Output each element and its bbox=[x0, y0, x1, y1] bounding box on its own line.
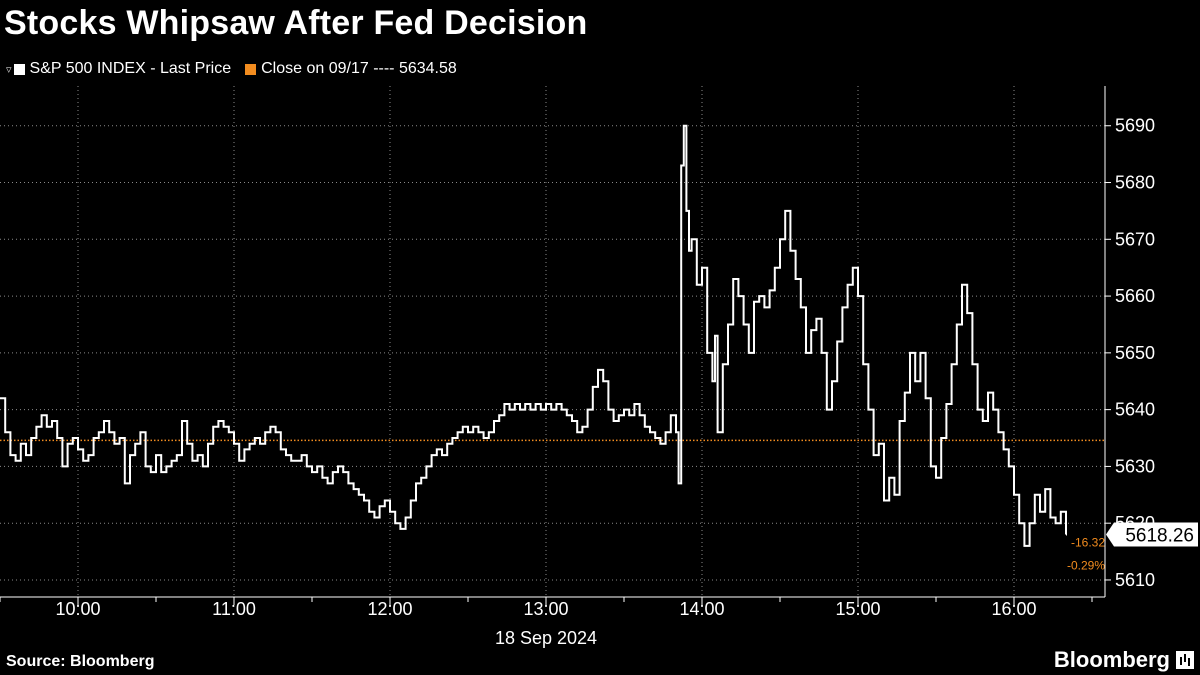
legend-swatch-close bbox=[245, 63, 257, 75]
x-tick-label: 16:00 bbox=[991, 599, 1036, 619]
series-line-sp500 bbox=[0, 124, 1067, 547]
legend-swatch-price bbox=[13, 63, 25, 75]
last-price-tag bbox=[1106, 522, 1198, 547]
source-note: Source: Bloomberg bbox=[6, 653, 155, 670]
brand-name: Bloomberg bbox=[1053, 647, 1170, 672]
y-tick-label: 5680 bbox=[1115, 173, 1155, 193]
y-tick-label: 5690 bbox=[1115, 116, 1155, 136]
legend-label-close: Close on 09/17 ---- 5634.58 bbox=[261, 60, 457, 77]
y-tick-label: 5610 bbox=[1115, 570, 1155, 590]
brand-logo: Bloomberg bbox=[1054, 647, 1194, 673]
x-tick-label: 12:00 bbox=[367, 599, 412, 619]
x-tick-label: 15:00 bbox=[835, 599, 880, 619]
change-percent-label: -0.29% bbox=[1067, 559, 1105, 573]
legend-label-price: S&P 500 INDEX - Last Price bbox=[29, 60, 232, 77]
y-tick-label: 5660 bbox=[1115, 286, 1155, 306]
chart-legend: ▿ S&P 500 INDEX - Last Price Close on 09… bbox=[6, 60, 471, 78]
y-tick-label: 5630 bbox=[1115, 456, 1155, 476]
legend-item-close: Close on 09/17 ---- 5634.58 bbox=[245, 60, 457, 78]
last-price-value: 5618.26 bbox=[1125, 526, 1194, 547]
price-line-icon: ▿ bbox=[6, 63, 12, 76]
y-tick-label: 5670 bbox=[1115, 229, 1155, 249]
change-points-label: -16.32 bbox=[1071, 535, 1105, 549]
x-tick-label: 11:00 bbox=[212, 599, 256, 619]
y-tick-label: 5640 bbox=[1115, 400, 1155, 420]
x-tick-label: 10:00 bbox=[55, 599, 100, 619]
y-tick-label: 5650 bbox=[1115, 343, 1155, 363]
x-tick-label: 14:00 bbox=[679, 599, 724, 619]
x-tick-label: 13:00 bbox=[523, 599, 568, 619]
x-axis-label: 18 Sep 2024 bbox=[495, 628, 597, 648]
legend-item-price: ▿ S&P 500 INDEX - Last Price bbox=[6, 60, 231, 78]
terminal-logo-icon bbox=[1176, 651, 1194, 669]
chart-title: Stocks Whipsaw After Fed Decision bbox=[4, 4, 588, 42]
